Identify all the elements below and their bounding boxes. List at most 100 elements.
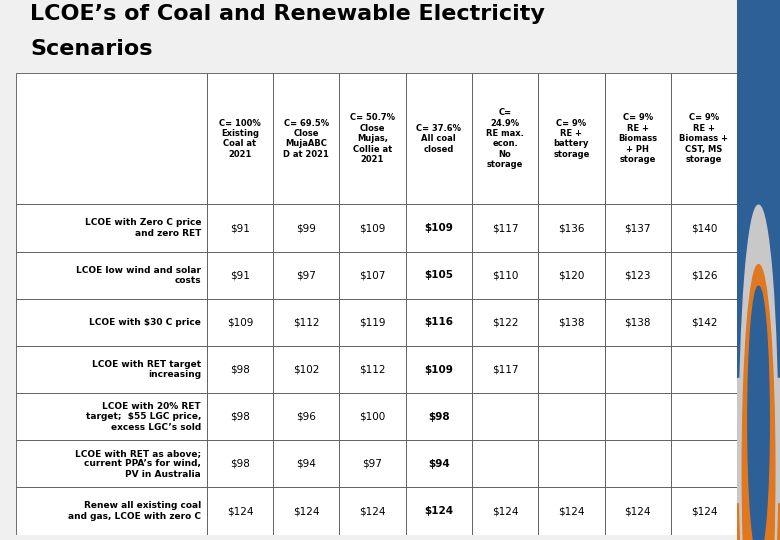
Bar xyxy=(604,252,671,299)
Text: LCOE with 20% RET
target;  $55 LGC price,
excess LGC’s sold: LCOE with 20% RET target; $55 LGC price,… xyxy=(86,402,201,431)
Text: C= 9%
RE +
Biomass +
CST, MS
storage: C= 9% RE + Biomass + CST, MS storage xyxy=(679,113,729,164)
Bar xyxy=(339,205,406,252)
Bar xyxy=(273,393,339,440)
Circle shape xyxy=(748,286,769,540)
Bar xyxy=(671,252,737,299)
Bar xyxy=(339,488,406,535)
Bar xyxy=(273,73,339,205)
Text: LCOE’s of Coal and Renewable Electricity: LCOE’s of Coal and Renewable Electricity xyxy=(30,3,544,24)
Bar xyxy=(406,488,472,535)
Bar xyxy=(207,440,273,488)
Text: $140: $140 xyxy=(691,223,717,233)
Bar xyxy=(671,346,737,393)
Bar xyxy=(273,440,339,488)
Bar xyxy=(406,252,472,299)
Bar xyxy=(207,205,273,252)
Bar xyxy=(273,205,339,252)
Text: LCOE low wind and solar
costs: LCOE low wind and solar costs xyxy=(76,266,201,285)
Text: C= 9%
RE +
battery
storage: C= 9% RE + battery storage xyxy=(553,119,590,159)
Text: $138: $138 xyxy=(558,318,585,327)
Bar xyxy=(339,346,406,393)
Text: $124: $124 xyxy=(227,506,254,516)
Text: $97: $97 xyxy=(296,270,316,280)
Bar xyxy=(472,440,538,488)
Text: $98: $98 xyxy=(230,364,250,375)
Text: $98: $98 xyxy=(428,411,449,422)
Text: $124: $124 xyxy=(558,506,585,516)
Text: $124: $124 xyxy=(360,506,386,516)
Bar xyxy=(472,73,538,205)
Bar xyxy=(671,73,737,205)
Text: $110: $110 xyxy=(492,270,518,280)
Text: $94: $94 xyxy=(428,459,450,469)
Bar xyxy=(671,393,737,440)
Bar xyxy=(671,205,737,252)
Text: $112: $112 xyxy=(293,318,320,327)
Bar xyxy=(604,205,671,252)
Bar xyxy=(16,205,207,252)
Text: C= 37.6%
All coal
closed: C= 37.6% All coal closed xyxy=(417,124,461,153)
Text: $98: $98 xyxy=(230,411,250,422)
Bar xyxy=(538,252,604,299)
Text: $124: $124 xyxy=(293,506,320,516)
Bar xyxy=(538,440,604,488)
Text: $102: $102 xyxy=(293,364,320,375)
Text: C=
24.9%
RE max.
econ.
No
storage: C= 24.9% RE max. econ. No storage xyxy=(486,108,524,169)
Bar xyxy=(207,299,273,346)
Text: LCOE with $30 C price: LCOE with $30 C price xyxy=(89,318,201,327)
Bar xyxy=(406,393,472,440)
Bar xyxy=(737,378,780,502)
Bar xyxy=(16,299,207,346)
Bar xyxy=(538,299,604,346)
Text: $94: $94 xyxy=(296,459,316,469)
Text: $122: $122 xyxy=(492,318,519,327)
Bar xyxy=(16,346,207,393)
Bar xyxy=(207,346,273,393)
Text: Renew all existing coal
and gas, LCOE with zero C: Renew all existing coal and gas, LCOE wi… xyxy=(68,501,201,521)
Bar xyxy=(538,393,604,440)
Text: $109: $109 xyxy=(424,223,453,233)
Bar xyxy=(472,205,538,252)
Text: $98: $98 xyxy=(230,459,250,469)
Bar xyxy=(16,73,207,205)
Text: $96: $96 xyxy=(296,411,316,422)
Text: $126: $126 xyxy=(691,270,717,280)
Bar xyxy=(472,393,538,440)
Bar xyxy=(339,73,406,205)
Text: C= 69.5%
Close
MujaABC
D at 2021: C= 69.5% Close MujaABC D at 2021 xyxy=(283,119,329,159)
Bar xyxy=(207,73,273,205)
Bar xyxy=(604,488,671,535)
Text: C= 100%
Existing
Coal at
2021: C= 100% Existing Coal at 2021 xyxy=(219,119,261,159)
Text: $91: $91 xyxy=(230,270,250,280)
Bar xyxy=(273,488,339,535)
Bar xyxy=(604,393,671,440)
Bar xyxy=(207,393,273,440)
Bar xyxy=(472,252,538,299)
Bar xyxy=(273,346,339,393)
Bar xyxy=(604,346,671,393)
Text: C= 9%
RE +
Biomass
+ PH
storage: C= 9% RE + Biomass + PH storage xyxy=(618,113,658,164)
Bar xyxy=(273,252,339,299)
Text: $105: $105 xyxy=(424,270,453,280)
Bar xyxy=(207,488,273,535)
Text: $137: $137 xyxy=(625,223,651,233)
Bar xyxy=(538,488,604,535)
Bar xyxy=(538,73,604,205)
Text: C= 50.7%
Close
Mujas,
Collie at
2021: C= 50.7% Close Mujas, Collie at 2021 xyxy=(350,113,395,164)
Text: $124: $124 xyxy=(492,506,519,516)
Text: $117: $117 xyxy=(492,364,519,375)
Text: $100: $100 xyxy=(360,411,385,422)
Bar xyxy=(273,299,339,346)
Text: $112: $112 xyxy=(360,364,386,375)
Text: $119: $119 xyxy=(360,318,386,327)
Bar xyxy=(16,393,207,440)
Text: $124: $124 xyxy=(691,506,717,516)
Bar xyxy=(339,440,406,488)
Bar xyxy=(16,252,207,299)
Bar xyxy=(339,252,406,299)
Bar xyxy=(604,73,671,205)
Text: $142: $142 xyxy=(691,318,717,327)
Bar xyxy=(406,205,472,252)
Bar xyxy=(406,440,472,488)
Bar xyxy=(406,73,472,205)
